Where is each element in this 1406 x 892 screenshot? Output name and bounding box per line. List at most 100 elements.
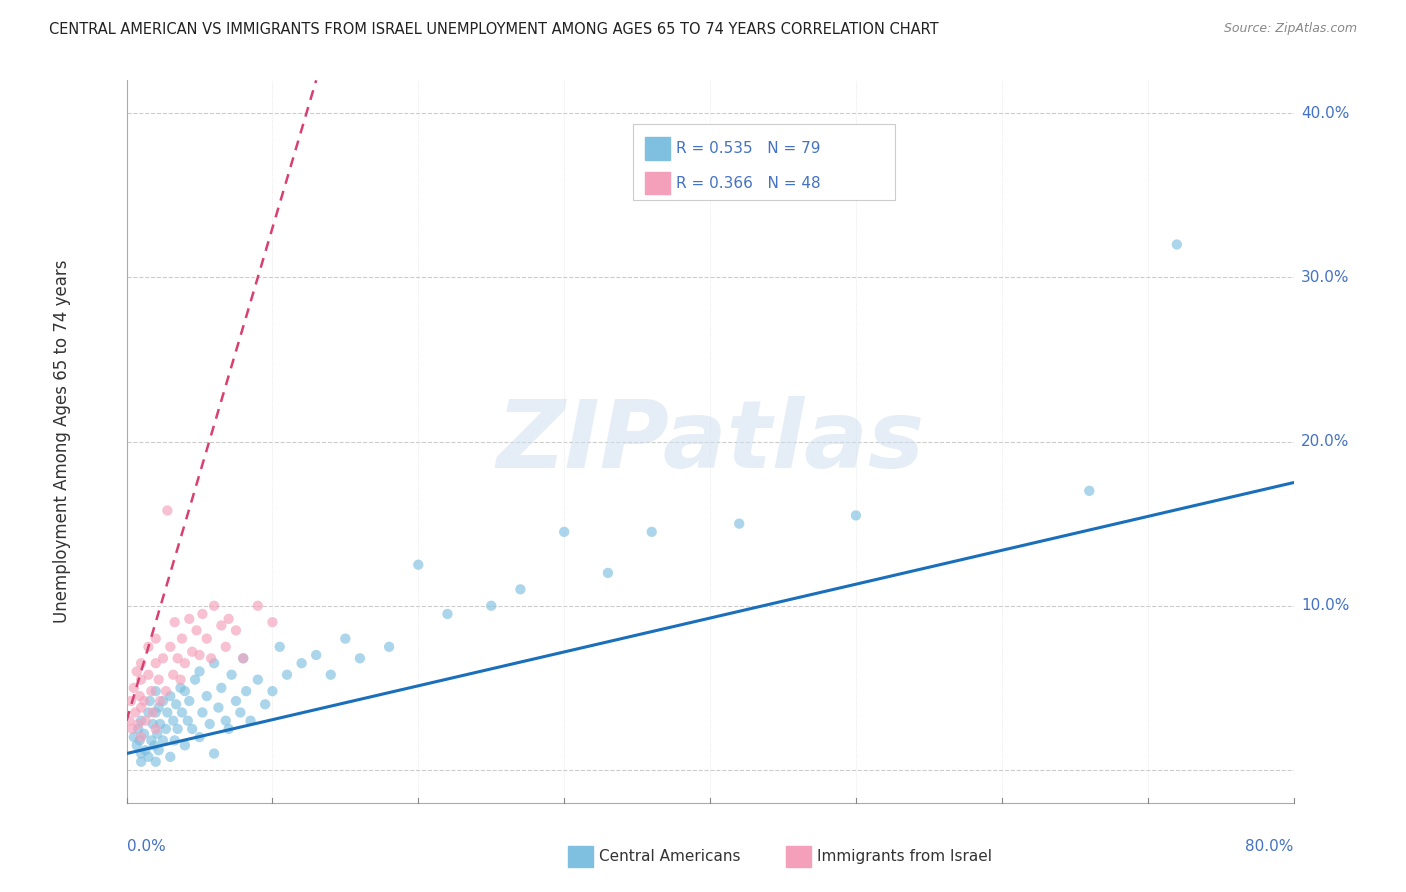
Point [170,632,193,646]
Point [305,648,328,662]
Point [218,722,240,736]
Point [169,681,191,695]
Point [145,722,167,736]
Point [163,733,186,747]
Point [139,694,162,708]
Point [174,684,197,698]
Point [378,640,401,654]
Point [479,599,502,613]
Point [181,722,204,736]
Point [319,667,342,681]
Text: 40.0%: 40.0% [1301,105,1350,120]
Text: Immigrants from Israel: Immigrants from Israel [817,849,991,863]
Point [156,706,179,720]
Point [215,640,238,654]
Point [148,700,170,714]
Point [195,689,218,703]
Point [202,747,225,761]
Point [134,714,156,728]
Point [132,694,155,708]
Point [121,722,143,736]
Point [246,673,269,687]
Point [188,648,211,662]
Point [276,667,298,681]
Point [186,624,208,638]
Point [152,651,174,665]
Text: CENTRAL AMERICAN VS IMMIGRANTS FROM ISRAEL UNEMPLOYMENT AMONG AGES 65 TO 74 YEAR: CENTRAL AMERICAN VS IMMIGRANTS FROM ISRA… [49,22,939,37]
Point [138,749,160,764]
Point [129,657,152,671]
Text: 10.0%: 10.0% [1301,599,1350,613]
Point [177,714,200,728]
Point [132,727,155,741]
Text: Source: ZipAtlas.com: Source: ZipAtlas.com [1223,22,1357,36]
Point [191,706,214,720]
Point [254,698,277,712]
Point [124,706,146,720]
Point [159,749,181,764]
Point [142,717,165,731]
Point [129,755,152,769]
Point [181,645,204,659]
Point [149,717,172,731]
Point [122,730,145,744]
Text: 80.0%: 80.0% [1246,838,1294,854]
Point [408,558,430,572]
Text: R = 0.535   N = 79: R = 0.535 N = 79 [676,141,820,156]
Point [129,700,152,714]
Point [129,730,152,744]
Text: ZIPatlas: ZIPatlas [496,395,924,488]
Point [152,694,174,708]
Point [128,733,150,747]
Point [225,624,247,638]
Text: 20.0%: 20.0% [1301,434,1350,449]
Point [165,698,187,712]
Point [166,722,188,736]
Point [232,651,254,665]
Point [200,651,222,665]
Point [129,714,152,728]
Point [142,706,165,720]
Point [141,733,163,747]
Point [122,681,145,695]
Point [120,694,142,708]
Point [188,665,211,679]
Point [232,651,254,665]
Point [148,743,170,757]
Point [118,714,141,728]
Point [134,743,156,757]
Point [202,599,225,613]
Point [155,684,177,698]
Point [145,632,167,646]
Text: R = 0.366   N = 48: R = 0.366 N = 48 [676,176,820,191]
Text: 0.0%: 0.0% [127,838,166,854]
Point [221,667,243,681]
Point [141,684,163,698]
Point [553,524,575,539]
Point [209,618,232,632]
Point [207,700,229,714]
Point [179,612,201,626]
Point [209,681,232,695]
Point [159,640,181,654]
Point [143,739,166,753]
Point [728,516,751,531]
Point [262,684,284,698]
Point [166,651,188,665]
Point [128,689,150,703]
Point [174,657,197,671]
Point [162,714,184,728]
Point [215,714,238,728]
Point [162,667,184,681]
Point [125,739,148,753]
Point [436,607,458,621]
Point [146,727,169,741]
Point [127,722,149,736]
Point [127,717,149,731]
Point [1166,237,1188,252]
Text: 30.0%: 30.0% [1301,270,1350,285]
Point [149,694,172,708]
Point [152,733,174,747]
Point [229,706,252,720]
Point [335,632,357,646]
